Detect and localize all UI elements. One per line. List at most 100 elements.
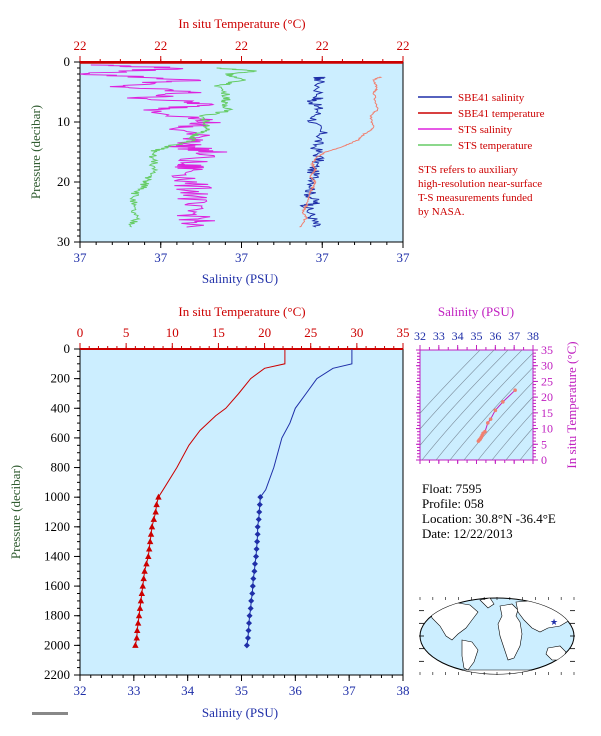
ts-temp-tick-label: 30 [541, 359, 553, 373]
footer-mark [32, 712, 68, 715]
temperature-marker [146, 545, 153, 552]
bottom-salinity-axis: 32 33 34 35 36 37 38 [74, 675, 410, 698]
top-tick-label: 22 [316, 38, 329, 53]
temperature-marker [146, 538, 154, 545]
density-isoline [420, 350, 481, 414]
left-tick-label: 0 [64, 54, 71, 69]
density-isoline [421, 350, 523, 460]
salinity-marker [256, 509, 263, 515]
sal-tick-label: 33 [127, 683, 140, 698]
legend-label: STS temperature [458, 140, 532, 152]
ts-sal-tick-label: 33 [433, 329, 445, 343]
salinity-marker [255, 516, 262, 523]
density-isoline [420, 350, 509, 446]
bottom-temperature-axis: 0 5 10 15 20 25 30 35 [77, 325, 410, 350]
note-line: high-resolution near-surface [418, 178, 542, 190]
ts-point [488, 417, 493, 421]
bottom-tick-label: 37 [74, 250, 88, 265]
salinity-marker [249, 583, 256, 590]
location: Location: 30.8°N -36.4°E [422, 511, 556, 526]
ts-density-isolines [420, 350, 533, 460]
salinity-marker [246, 612, 253, 619]
top-left-axis: 0 10 20 30 [57, 54, 80, 249]
temperature-marker [148, 523, 156, 530]
temperature-marker [141, 567, 148, 574]
salinity-marker [244, 634, 251, 641]
ts-temp-tick-label: 5 [541, 437, 547, 451]
salinity-marker [243, 642, 250, 649]
date: Date: 12/22/2013 [422, 526, 513, 541]
temp-tick-label: 25 [304, 325, 317, 340]
density-isoline [435, 352, 533, 460]
temp-tick-label: 30 [350, 325, 363, 340]
top-temperature-axis-label: In situ Temperature (°C) [178, 16, 305, 31]
salinity-marker [257, 494, 264, 501]
temp-tick-label: 10 [166, 325, 179, 340]
density-isoline [505, 427, 533, 460]
sal-tick-label: 34 [181, 683, 195, 698]
ts-point [476, 439, 481, 443]
bottom-tick-label: 37 [235, 250, 249, 265]
pressure-tick-label: 1000 [44, 489, 70, 504]
legend-label: SBE41 temperature [458, 108, 545, 120]
top-note: STS refers to auxiliary high-resolution n… [418, 164, 542, 218]
float-location-star-icon: ★ [550, 617, 558, 627]
temperature-marker [145, 552, 152, 559]
sal-tick-label: 35 [235, 683, 248, 698]
salinity-marker [245, 627, 252, 634]
ts-series-group [476, 388, 517, 443]
ts-point [513, 388, 517, 393]
ts-sal-tick-label: 32 [414, 329, 426, 343]
temp-tick-label: 20 [258, 325, 271, 340]
ts-point [486, 421, 490, 425]
temperature-marker [139, 582, 146, 589]
bottom-pressure-axis-label: Pressure (decibar) [8, 465, 23, 559]
note-line: by NASA. [418, 206, 465, 218]
sal-tick-label: 32 [74, 683, 87, 698]
temperature-marker [135, 612, 143, 619]
float-info: Float: 7595 Profile: 058 Location: 30.8°… [422, 481, 556, 541]
salinity-marker [248, 597, 255, 604]
salinity-marker [254, 538, 261, 545]
top-legend: SBE41 salinity SBE41 temperature STS salin… [418, 92, 545, 152]
ts-plot-area [419, 349, 534, 461]
sal-tick-label: 36 [289, 683, 303, 698]
top-plot-area [79, 61, 404, 243]
map-grid-ticks [419, 597, 575, 675]
top-salinity-axis-label: Salinity (PSU) [202, 271, 278, 286]
ts-sal-tick-label: 36 [489, 329, 501, 343]
temperature-marker [147, 530, 155, 537]
top-series-line [299, 76, 328, 228]
ts-point [493, 408, 498, 413]
ts-point [501, 400, 505, 404]
salinity-marker [251, 560, 258, 567]
top-top-axis: 22 22 22 22 22 [74, 38, 410, 63]
salinity-marker [256, 501, 263, 508]
bottom-tick-label: 37 [154, 250, 168, 265]
bottom-salinity-axis-label: Salinity (PSU) [202, 705, 278, 720]
temp-tick-label: 0 [77, 325, 84, 340]
profile-number: Profile: 058 [422, 496, 484, 511]
temp-tick-label: 5 [123, 325, 130, 340]
top-bottom-axis: 37 37 37 37 37 [74, 242, 410, 265]
pressure-tick-label: 2000 [44, 637, 70, 652]
salinity-marker [254, 523, 261, 530]
pressure-tick-label: 1800 [44, 608, 70, 623]
ts-temp-tick-label: 15 [541, 406, 553, 420]
temperature-marker [138, 590, 146, 596]
temperature-marker [153, 501, 160, 508]
ts-salinity-axis: 32 33 34 35 36 37 38 [414, 329, 539, 464]
temperature-marker [136, 604, 144, 611]
ts-temp-tick-label: 10 [541, 422, 553, 436]
top-pressure-axis-label: Pressure (decibar) [28, 105, 43, 199]
pressure-tick-label: 0 [64, 341, 71, 356]
left-tick-label: 30 [57, 234, 70, 249]
top-tick-label: 22 [74, 38, 87, 53]
note-line: STS refers to auxiliary [418, 164, 518, 176]
top-tick-label: 22 [397, 38, 410, 53]
temperature-marker [134, 627, 141, 634]
bottom-profile-chart: 0 5 10 15 20 25 30 35 32 33 34 35 36 37 38 0 200 400 600… [8, 304, 410, 720]
